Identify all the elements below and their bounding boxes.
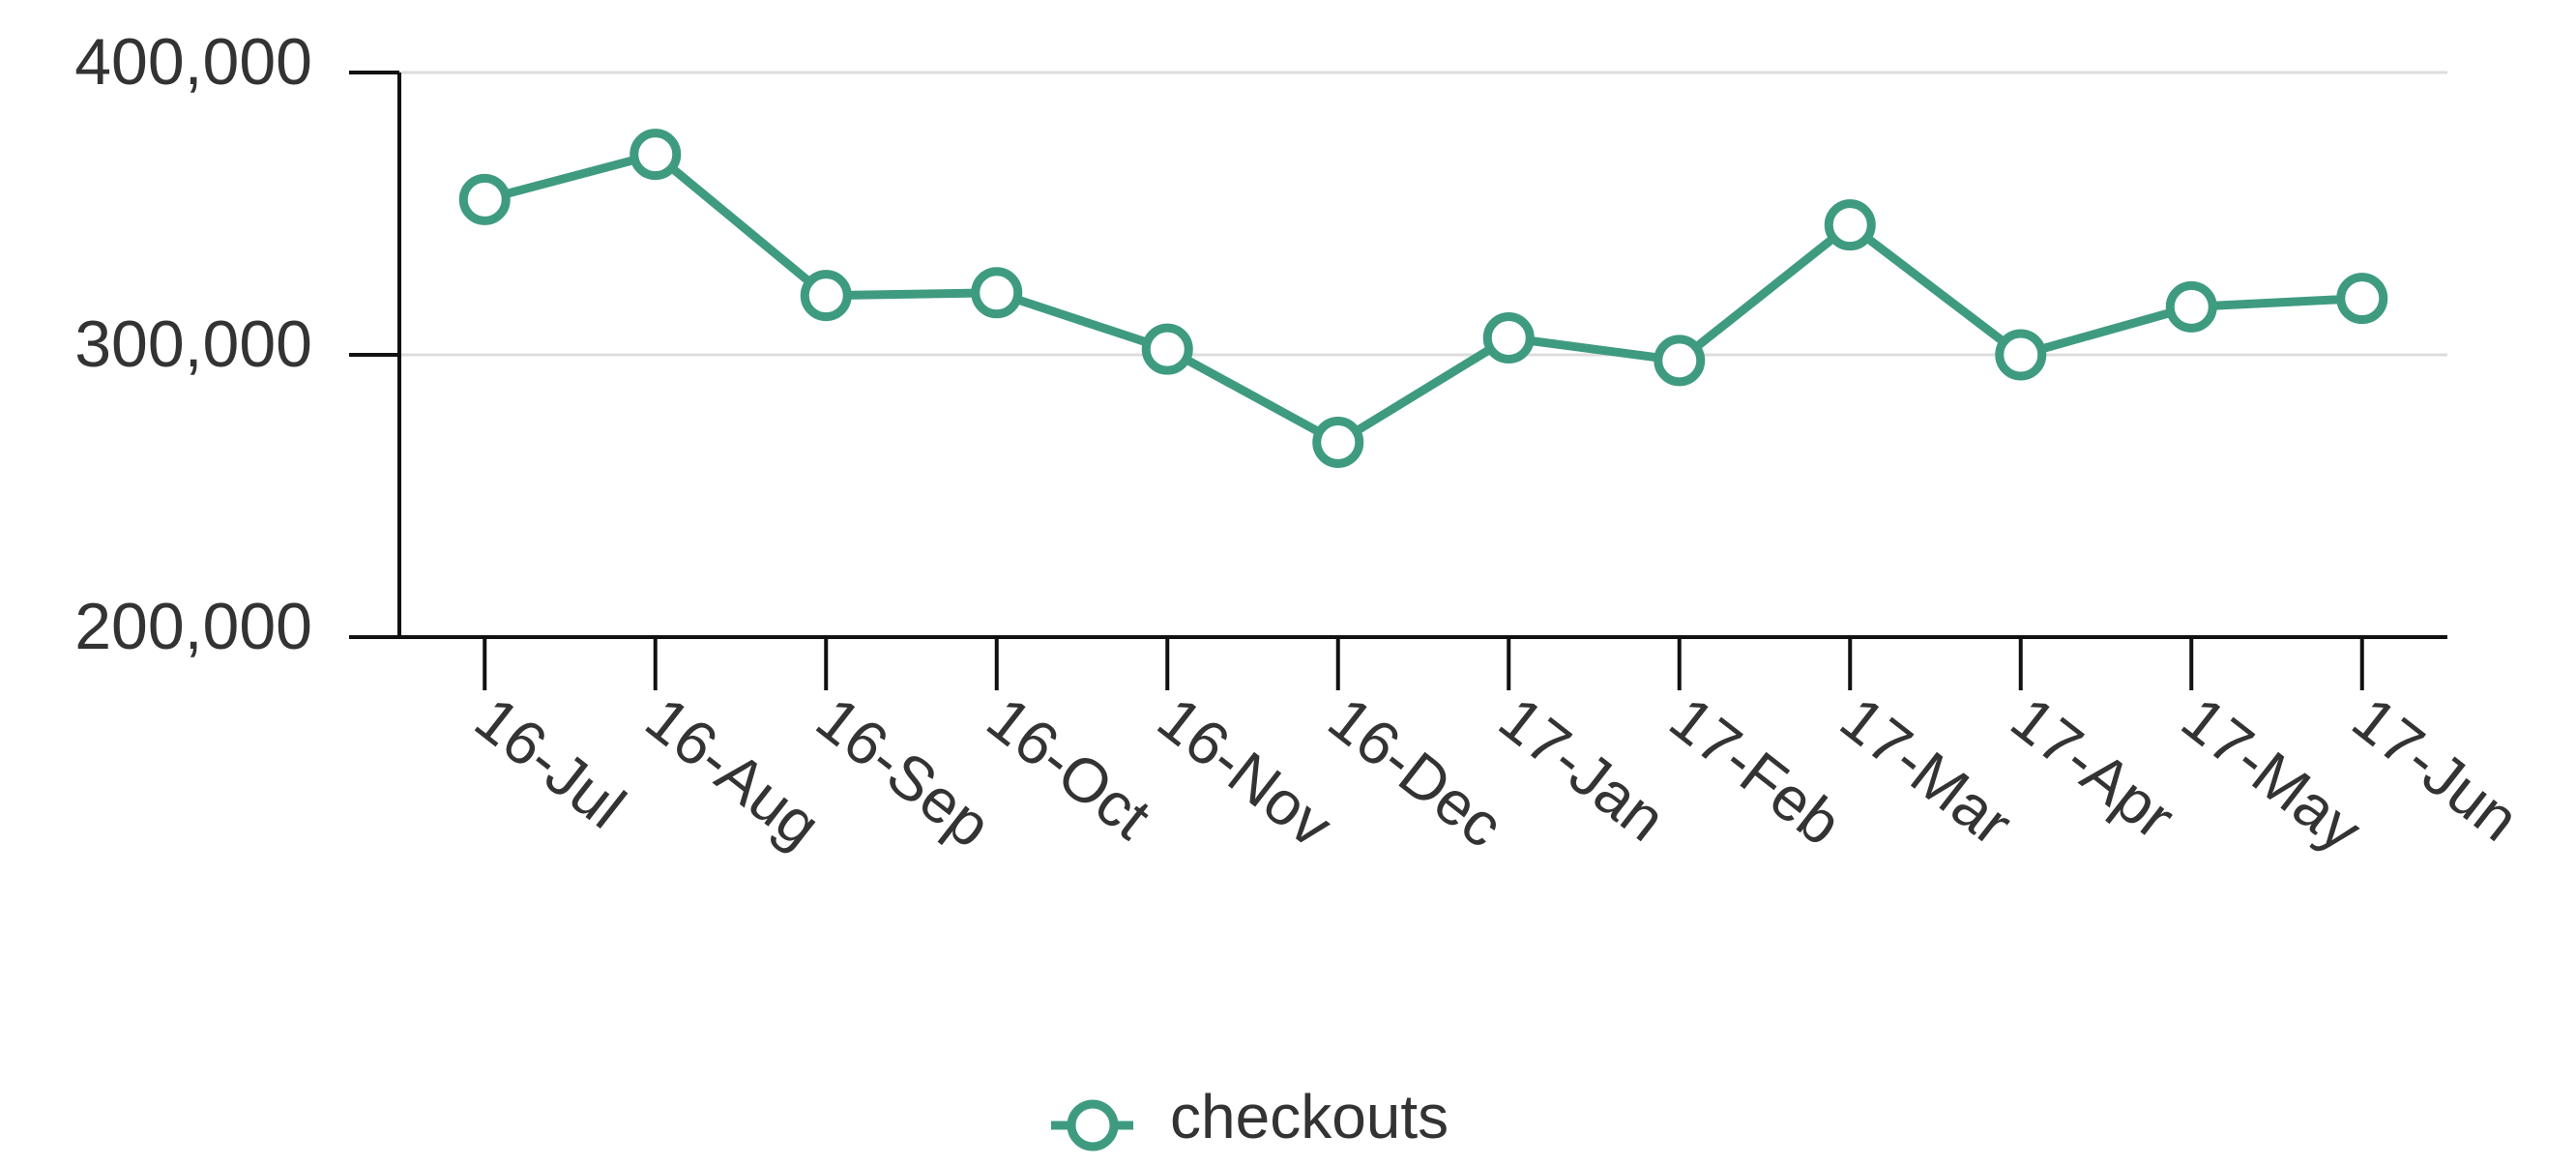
point — [2165, 280, 2217, 333]
x-tick-label: 16-Dec — [1316, 684, 1516, 861]
x-tick-label: 17-Apr — [1999, 684, 2188, 853]
point — [629, 129, 682, 181]
x-tick-label: 17-Mar — [1828, 684, 2025, 859]
x-tick-label: 17-Jan — [1486, 684, 1679, 855]
point — [1824, 199, 1876, 251]
point — [1995, 329, 2047, 381]
x-tick-label: 16-Nov — [1145, 684, 1345, 861]
x-tick-label: 17-May — [2169, 684, 2374, 865]
point — [971, 267, 1023, 319]
point — [800, 270, 852, 322]
y-tick-label: 300,000 — [74, 307, 312, 381]
x-tick-label: 17-Jun — [2340, 684, 2532, 855]
x-tick-label: 16-Oct — [975, 684, 1164, 853]
point — [2336, 273, 2388, 325]
series-line — [483, 150, 2362, 448]
x-tick-label: 16-Aug — [633, 684, 834, 861]
y-tick-label: 200,000 — [74, 590, 312, 663]
x-tick-label: 16-Jul — [462, 684, 638, 842]
point — [1654, 335, 1706, 387]
legend-marker — [1067, 1099, 1119, 1151]
x-tick-label: 16-Sep — [804, 684, 1004, 861]
legend-label: checkouts — [1170, 1082, 1449, 1151]
point — [458, 173, 511, 225]
point — [1482, 311, 1535, 364]
y-tick-label: 400,000 — [74, 25, 312, 99]
point — [1312, 417, 1364, 469]
x-tick-label: 17-Feb — [1657, 684, 1855, 859]
point — [1141, 323, 1193, 375]
